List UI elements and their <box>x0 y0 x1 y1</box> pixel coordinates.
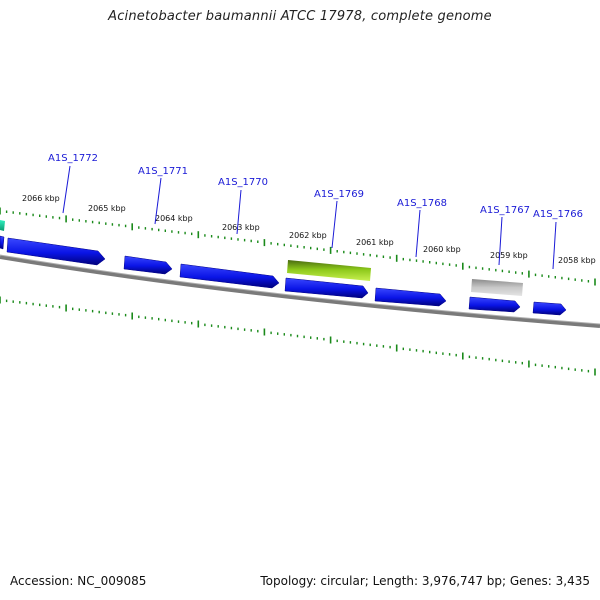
genome-backbone-highlight <box>0 254 600 325</box>
gene-label-a1s-1772[interactable]: A1S_1772 <box>48 153 98 164</box>
gene-feature-a1s-1767[interactable] <box>471 279 523 296</box>
gene-labels: A1S_1772 A1S_1771 A1S_1770 A1S_1769 A1S_… <box>48 153 583 220</box>
gene-label-a1s-1771[interactable]: A1S_1771 <box>138 166 188 177</box>
teal-feature[interactable] <box>0 220 5 231</box>
ruler-label: 2063 kbp <box>222 223 260 232</box>
gene-label-a1s-1769[interactable]: A1S_1769 <box>314 189 364 200</box>
gene-label-a1s-1767[interactable]: A1S_1767 <box>480 205 530 216</box>
ruler-label: 2058 kbp <box>558 256 596 265</box>
ruler-label: 2062 kbp <box>289 231 327 240</box>
cds-arrow-partial[interactable] <box>0 235 5 250</box>
leader-line <box>154 177 162 225</box>
ruler-labels: 2066 kbp 2065 kbp 2064 kbp 2063 kbp 2062… <box>22 194 596 265</box>
cds-arrow-a1s-1769[interactable] <box>284 277 369 299</box>
leader-line <box>331 200 338 249</box>
cds-arrow-a1s-1770[interactable] <box>179 263 280 289</box>
leader-line <box>415 209 421 258</box>
topology-summary-text: Topology: circular; Length: 3,976,747 bp… <box>260 574 590 588</box>
leader-line <box>498 216 503 266</box>
feature-track-cds <box>0 235 567 316</box>
ruler-label: 2061 kbp <box>356 238 394 247</box>
inner-tick-ruler <box>0 296 596 376</box>
cds-arrow-a1s-1772[interactable] <box>6 237 106 266</box>
leader-line <box>62 165 71 214</box>
cds-arrow-a1s-1768[interactable] <box>374 287 447 307</box>
ruler-label: 2060 kbp <box>423 245 461 254</box>
gene-label-a1s-1768[interactable]: A1S_1768 <box>397 198 447 209</box>
gene-label-a1s-1766[interactable]: A1S_1766 <box>533 209 583 220</box>
gene-label-a1s-1770[interactable]: A1S_1770 <box>218 177 268 188</box>
map-title: Acinetobacter baumannii ATCC 17978, comp… <box>108 9 492 24</box>
cds-arrow-a1s-1771[interactable] <box>123 255 173 275</box>
genome-backbone <box>0 255 600 328</box>
cds-arrow-a1s-1767[interactable] <box>468 296 521 313</box>
leader-line <box>552 221 557 270</box>
gene-feature-a1s-1769[interactable] <box>287 260 371 281</box>
feature-track-upper <box>0 220 523 296</box>
ruler-label: 2065 kbp <box>88 204 126 213</box>
gene-label-leaders <box>62 165 557 270</box>
accession-text: Accession: NC_009085 <box>10 574 147 588</box>
cds-arrow-a1s-1766[interactable] <box>532 301 567 316</box>
outer-tick-ruler <box>0 207 596 286</box>
leader-line <box>236 189 242 235</box>
ruler-label: 2064 kbp <box>155 214 193 223</box>
ruler-label: 2066 kbp <box>22 194 60 203</box>
ruler-label: 2059 kbp <box>490 251 528 260</box>
